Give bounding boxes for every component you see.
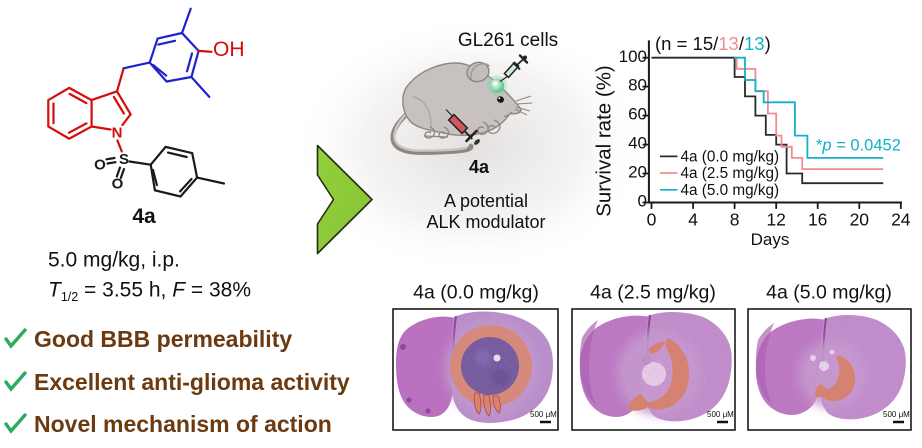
svg-text:O: O (112, 176, 124, 193)
svg-text:40: 40 (628, 134, 647, 153)
svg-text:12: 12 (766, 210, 785, 230)
svg-text:O: O (94, 157, 106, 174)
svg-text:100: 100 (619, 47, 647, 66)
svg-text:4a: 4a (132, 205, 156, 228)
svg-text:4a (5.0 mg/kg): 4a (5.0 mg/kg) (681, 182, 780, 199)
svg-text:4a (0.0 mg/kg): 4a (0.0 mg/kg) (413, 282, 539, 304)
svg-text:0: 0 (638, 192, 647, 211)
svg-text:500 μM: 500 μM (883, 410, 910, 419)
svg-text:4: 4 (688, 210, 698, 230)
svg-text:S: S (119, 151, 129, 168)
svg-text:4a (5.0 mg/kg): 4a (5.0 mg/kg) (766, 282, 892, 304)
svg-text:80: 80 (628, 76, 647, 95)
svg-text:20: 20 (850, 210, 870, 230)
svg-text:N: N (112, 125, 123, 142)
svg-text:500 μM: 500 μM (530, 410, 557, 419)
svg-text:(n = 15/13/13): (n = 15/13/13) (655, 33, 771, 54)
svg-text:Survival rate (%): Survival rate (%) (593, 65, 616, 217)
svg-text:ALK modulator: ALK modulator (426, 212, 545, 232)
svg-text:OH: OH (213, 38, 245, 61)
svg-text:0: 0 (647, 210, 657, 230)
svg-text:GL261 cells: GL261 cells (458, 30, 558, 51)
svg-text:4a (0.0 mg/kg): 4a (0.0 mg/kg) (681, 149, 780, 166)
svg-text:4a: 4a (469, 157, 490, 177)
svg-text:500 μM: 500 μM (707, 410, 734, 419)
svg-text:Excellent anti-glioma activity: Excellent anti-glioma activity (34, 369, 350, 395)
svg-text:16: 16 (808, 210, 827, 230)
svg-text:60: 60 (628, 105, 647, 124)
svg-text:4a (2.5 mg/kg): 4a (2.5 mg/kg) (681, 165, 780, 182)
svg-text:*p = 0.0452: *p = 0.0452 (816, 137, 901, 155)
svg-text:A potential: A potential (444, 191, 528, 211)
svg-text:24: 24 (891, 210, 911, 230)
svg-text:4a (2.5 mg/kg): 4a (2.5 mg/kg) (590, 282, 716, 304)
svg-text:5.0 mg/kg, i.p.: 5.0 mg/kg, i.p. (48, 249, 180, 272)
svg-text:8: 8 (730, 210, 740, 230)
svg-text:T1/2 = 3.55 h, F = 38%: T1/2 = 3.55 h, F = 38% (48, 278, 251, 304)
svg-text:20: 20 (628, 163, 647, 182)
svg-text:Good BBB permeability: Good BBB permeability (34, 326, 292, 352)
svg-text:Days: Days (751, 230, 790, 249)
svg-text:Novel mechanism of action: Novel mechanism of action (34, 411, 332, 437)
